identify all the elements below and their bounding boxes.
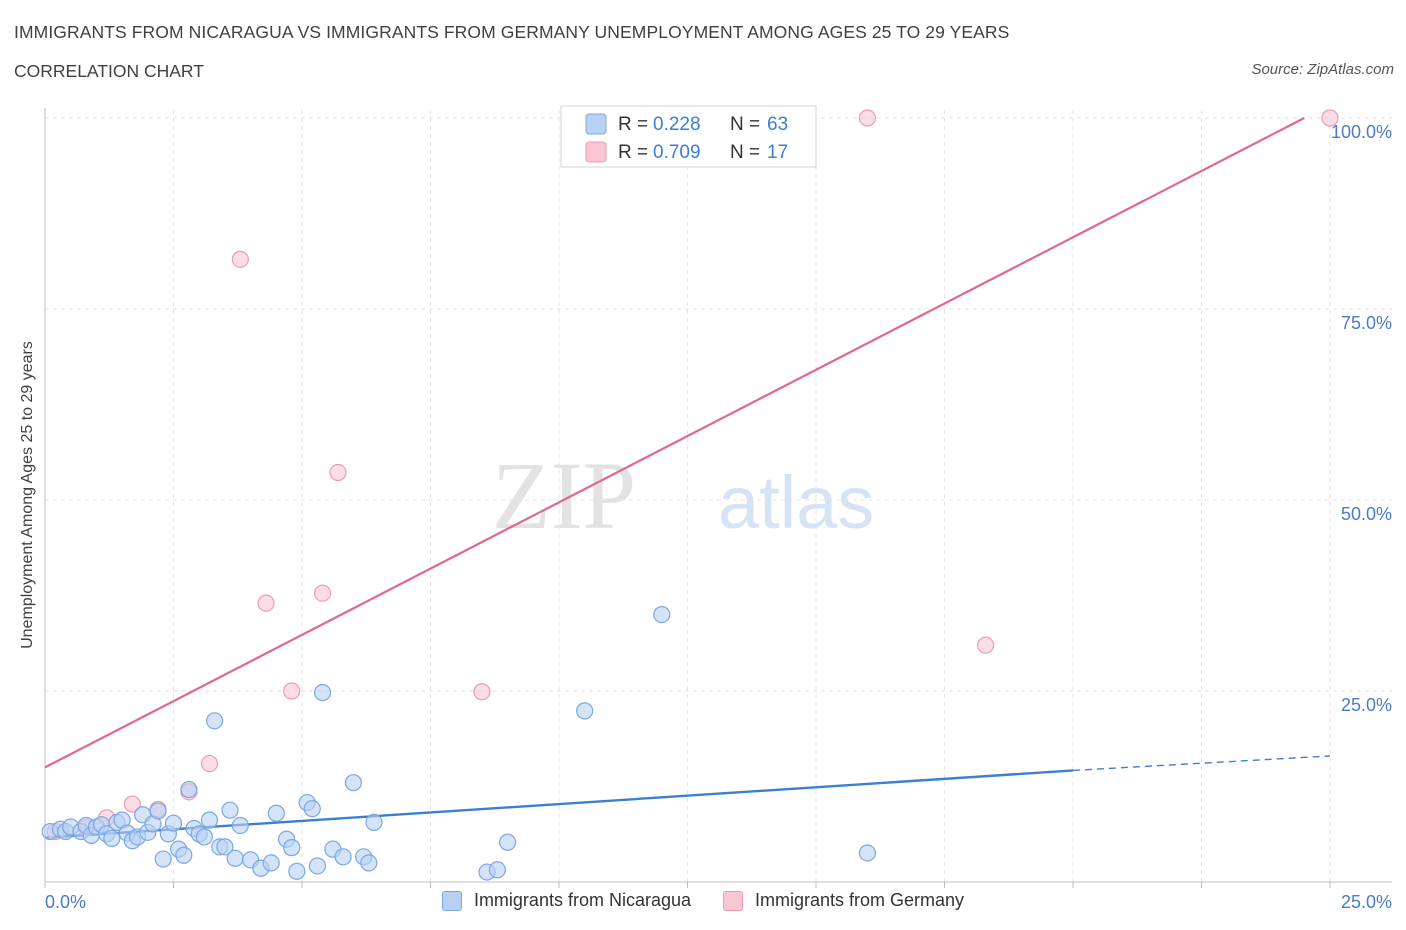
point-nicaragua-25 — [180, 780, 198, 799]
point-nicaragua-22 — [164, 814, 183, 832]
point-nicaragua-39 — [267, 804, 285, 822]
point-nicaragua-44 — [303, 800, 321, 818]
y-tick-label-2: 50.0% — [1341, 504, 1392, 524]
point-germany-14 — [858, 109, 877, 127]
legend-n-value-2: 17 — [767, 142, 788, 163]
tick-labels: 100.0% 75.0% 50.0% 25.0% 0.0% 25.0% — [45, 122, 1392, 912]
legend-item-nicaragua[interactable]: Immigrants from Nicaragua — [441, 890, 692, 911]
y-tick-label-1: 75.0% — [1341, 313, 1392, 333]
point-nicaragua-24 — [175, 846, 193, 864]
trend-line-nicaragua-extension — [1072, 755, 1331, 772]
trend-line-germany — [44, 117, 1305, 769]
legend-swatch-nicaragua — [441, 890, 462, 911]
point-nicaragua-29 — [200, 811, 219, 829]
point-nicaragua-49 — [344, 774, 362, 792]
legend-item-germany[interactable]: Immigrants from Germany — [723, 890, 964, 911]
point-nicaragua-51 — [360, 854, 378, 872]
point-nicaragua-34 — [226, 849, 244, 867]
watermark-atlas: atlas — [718, 461, 874, 544]
point-germany-7 — [231, 250, 249, 268]
trend-line-nicaragua — [44, 769, 1074, 839]
legend-r-label-1: R = — [618, 114, 648, 135]
point-germany-10 — [313, 584, 332, 602]
point-nicaragua-20 — [154, 850, 172, 868]
point-germany-3 — [123, 795, 141, 813]
point-nicaragua-52 — [365, 813, 383, 832]
axes — [44, 108, 1392, 888]
watermark: ZIP atlas — [492, 442, 874, 549]
point-germany-15 — [977, 636, 995, 654]
chart-subtitle: CORRELATION CHART — [14, 61, 204, 81]
stats-legend: R = 0.228 N = 63 R = 0.709 N = 17 — [560, 105, 817, 168]
legend-n-label-2: N = — [730, 142, 760, 163]
point-germany-11 — [329, 463, 347, 482]
watermark-zip: ZIP — [492, 442, 636, 549]
point-nicaragua-58 — [858, 844, 877, 862]
legend-n-value-1: 63 — [767, 114, 788, 135]
legend-label-nicaragua: Immigrants from Nicaragua — [473, 890, 692, 910]
point-germany-6 — [200, 754, 219, 773]
point-nicaragua-55 — [499, 833, 517, 851]
chart-title: IMMIGRANTS FROM NICARAGUA VS IMMIGRANTS … — [14, 22, 1010, 42]
point-germany-9 — [283, 682, 301, 700]
y-tick-label-0: 100.0% — [1331, 122, 1392, 142]
data-points — [41, 109, 1339, 881]
point-nicaragua-48 — [334, 848, 352, 866]
trend-lines — [44, 117, 1331, 839]
legend-n-label-1: N = — [730, 114, 760, 135]
source-label: Source: ZipAtlas.com — [1251, 61, 1394, 78]
x-tick-label-0: 0.0% — [45, 892, 86, 912]
x-tick-label-1: 25.0% — [1341, 892, 1392, 912]
point-nicaragua-28 — [195, 828, 213, 846]
point-nicaragua-38 — [262, 854, 280, 872]
legend-label-germany: Immigrants from Germany — [755, 890, 965, 910]
point-nicaragua-19 — [149, 802, 167, 820]
series-legend: Immigrants from Nicaragua Immigrants fro… — [0, 890, 1406, 911]
point-germany-16 — [1321, 109, 1339, 127]
point-nicaragua-57 — [653, 605, 671, 624]
point-nicaragua-30 — [206, 712, 224, 730]
point-nicaragua-33 — [221, 801, 239, 819]
point-nicaragua-35 — [231, 816, 249, 835]
point-nicaragua-45 — [308, 857, 327, 875]
point-germany-12 — [473, 683, 491, 701]
legend-swatch-germany — [723, 890, 744, 911]
legend-r-label-2: R = — [618, 142, 648, 163]
point-nicaragua-56 — [576, 702, 594, 720]
point-nicaragua-32 — [216, 838, 234, 856]
point-nicaragua-42 — [288, 862, 306, 880]
point-nicaragua-41 — [283, 839, 301, 857]
point-nicaragua-10 — [103, 829, 121, 848]
point-nicaragua-46 — [313, 683, 332, 702]
legend-swatch-pink — [585, 141, 607, 163]
y-tick-label-3: 25.0% — [1341, 695, 1392, 715]
legend-r-value-2: 0.709 — [653, 142, 701, 163]
point-germany-8 — [257, 594, 275, 612]
legend-r-value-1: 0.228 — [653, 114, 701, 135]
point-nicaragua-54 — [488, 861, 506, 879]
legend-swatch-blue — [585, 113, 607, 135]
